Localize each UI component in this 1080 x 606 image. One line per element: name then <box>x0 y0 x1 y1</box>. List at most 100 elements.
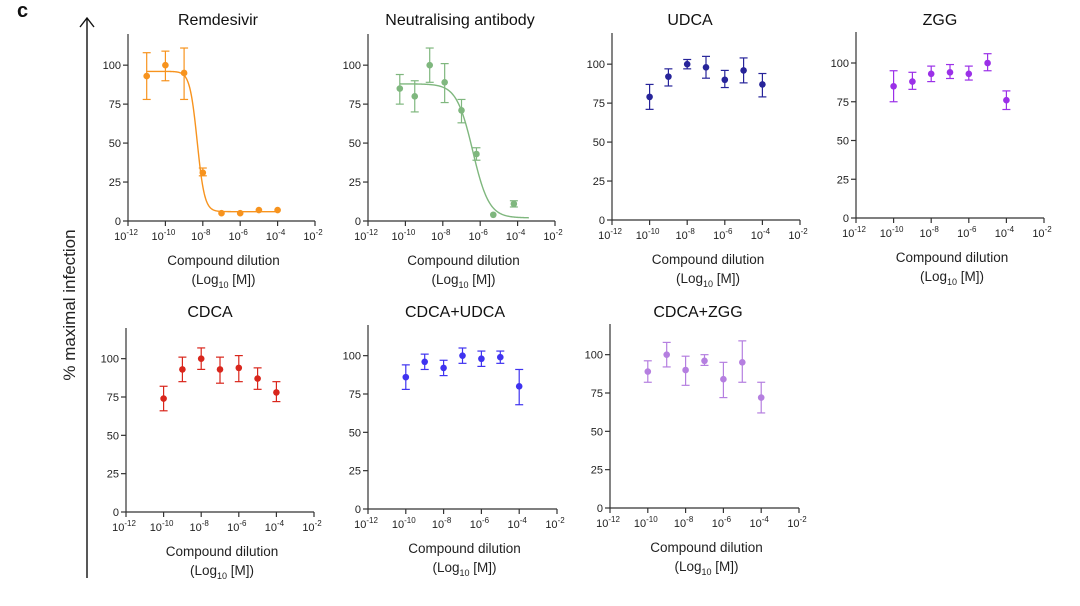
x-tick-label: 10-4 <box>506 228 526 243</box>
data-point <box>984 59 991 67</box>
chart-title: ZGG <box>923 12 958 29</box>
shared-y-axis-label: % maximal infection <box>60 229 79 380</box>
y-tick-label: 100 <box>587 59 605 71</box>
x-tick-label: 10-2 <box>1032 225 1052 240</box>
data-point <box>426 61 434 69</box>
data-point <box>663 351 670 358</box>
panel-zgg: ZGG 0 25 50 75 100 10-12 10-10 10-8 10-6 10-4 10-2 C… <box>831 12 1053 287</box>
x-tick-label: 10-6 <box>712 515 732 530</box>
data-point <box>909 78 916 85</box>
x-axis-unit: (Log10 [M]) <box>674 559 738 577</box>
y-tick-label: 75 <box>349 389 361 401</box>
y-tick-label: 50 <box>837 136 849 148</box>
x-tick-label: 10-6 <box>469 228 489 243</box>
data-point <box>739 359 746 366</box>
x-tick-label: 10-2 <box>303 228 323 243</box>
x-axis-title: Compound dilution <box>652 252 765 267</box>
x-tick-label: 10-10 <box>150 519 174 534</box>
y-tick-label: 100 <box>343 351 361 363</box>
x-axis-title: Compound dilution <box>650 540 763 555</box>
x-tick-label: 10-2 <box>543 228 563 243</box>
x-axis-unit: (Log10 [M]) <box>431 272 495 290</box>
data-point <box>1003 96 1010 104</box>
data-point <box>274 206 281 214</box>
data-point <box>236 209 244 217</box>
x-tick-label: 10-4 <box>995 225 1015 240</box>
y-tick-label: 50 <box>591 426 603 438</box>
x-tick-label: 10-2 <box>302 519 322 534</box>
y-tick-label: 75 <box>109 99 121 111</box>
data-point <box>478 355 485 363</box>
data-point <box>721 76 729 84</box>
y-tick-label: 75 <box>591 388 603 400</box>
shared-y-axis-arrow <box>79 16 95 578</box>
x-tick-label: 10-12 <box>842 225 866 240</box>
data-point <box>515 383 523 390</box>
data-point <box>458 107 465 114</box>
data-point <box>473 150 480 158</box>
x-tick-label: 10-8 <box>191 228 211 243</box>
data-point <box>160 395 167 402</box>
data-point <box>683 60 691 68</box>
x-tick-label: 10-2 <box>787 515 807 530</box>
data-point <box>489 211 497 219</box>
x-tick-label: 10-6 <box>713 227 733 242</box>
x-tick-label: 10-8 <box>676 227 696 242</box>
x-tick-label: 10-10 <box>391 228 415 243</box>
x-tick-label: 10-12 <box>598 227 622 242</box>
y-tick-label: 50 <box>349 138 361 150</box>
data-point <box>199 169 207 176</box>
y-tick-label: 75 <box>837 97 849 109</box>
x-axis-unit: (Log10 [M]) <box>676 271 740 289</box>
y-tick-label: 100 <box>831 58 849 70</box>
y-tick-label: 0 <box>843 213 849 225</box>
data-point <box>216 366 224 373</box>
x-axis-title: Compound dilution <box>166 544 279 559</box>
data-point <box>197 355 205 362</box>
y-tick-label: 50 <box>109 138 121 150</box>
x-tick-label: 10-10 <box>151 228 175 243</box>
panel-neutralising-antibody: Neutralising antibody 0 25 50 75 100 10-12 10-1… <box>343 12 564 290</box>
y-tick-label: 50 <box>107 430 119 442</box>
chart-title: CDCA+UDCA <box>405 304 505 321</box>
y-tick-label: 0 <box>113 507 119 519</box>
data-point <box>644 368 652 375</box>
data-point <box>218 209 225 217</box>
data-point <box>396 85 404 92</box>
x-tick-label: 10-6 <box>470 516 490 531</box>
y-tick-label: 0 <box>115 216 121 228</box>
data-point <box>440 364 447 372</box>
y-tick-label: 0 <box>355 504 361 516</box>
x-tick-label: 10-8 <box>190 519 210 534</box>
y-tick-label: 25 <box>349 177 361 189</box>
data-point <box>411 93 419 100</box>
y-tick-label: 25 <box>349 466 361 478</box>
y-tick-label: 0 <box>597 503 603 515</box>
x-tick-label: 10-12 <box>596 515 620 530</box>
x-axis-unit: (Log10 [M]) <box>190 563 254 581</box>
data-point <box>143 72 150 80</box>
chart-title: CDCA+ZGG <box>653 304 742 321</box>
y-tick-label: 75 <box>107 392 119 404</box>
data-point <box>890 82 897 90</box>
x-tick-label: 10-10 <box>392 516 416 531</box>
x-tick-label: 10-6 <box>227 519 247 534</box>
x-axis-title: Compound dilution <box>167 253 280 268</box>
x-tick-label: 10-12 <box>354 516 378 531</box>
panel-remdesivir: Remdesivir 0 25 50 75 100 10-12 10-10 10-8 10-6 10… <box>103 12 324 290</box>
x-tick-label: 10-6 <box>957 225 977 240</box>
data-point <box>441 79 448 86</box>
y-tick-label: 0 <box>599 215 605 227</box>
y-tick-label: 0 <box>355 216 361 228</box>
x-tick-label: 10-4 <box>751 227 771 242</box>
data-point <box>946 69 954 76</box>
x-tick-label: 10-10 <box>636 227 660 242</box>
data-point <box>965 70 973 78</box>
x-tick-label: 10-10 <box>880 225 904 240</box>
y-tick-label: 25 <box>593 176 605 188</box>
x-tick-label: 10-4 <box>508 516 528 531</box>
panel-udca: UDCA 0 25 50 75 100 10-12 10-10 10-8 10-6 10-4 10-2… <box>587 12 809 289</box>
panel-cdca: CDCA 0 25 50 75 100 10-12 10-10 10-8 10-6 10-4 10-2… <box>101 304 323 581</box>
y-tick-label: 25 <box>837 174 849 186</box>
